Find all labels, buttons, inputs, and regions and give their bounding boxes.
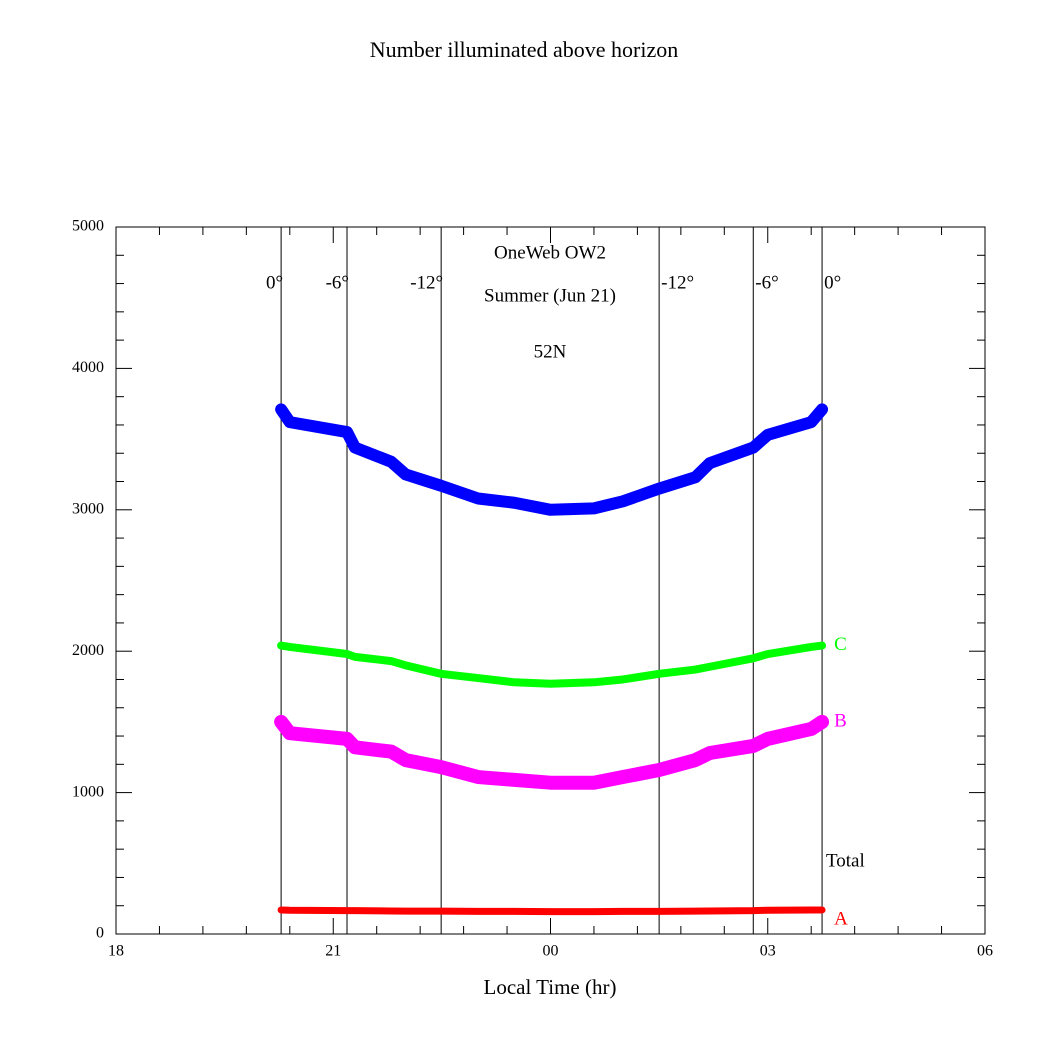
series-line [277, 641, 827, 688]
series-line [274, 714, 830, 790]
annotation-bg [482, 285, 618, 307]
y-tick-label: 0 [96, 925, 104, 942]
series-line [277, 906, 826, 916]
twilight-label: -12° [410, 272, 443, 293]
annotation: 52N [534, 341, 567, 362]
twilight-label: -6° [755, 272, 778, 293]
x-tick-label: 06 [977, 943, 993, 960]
x-tick-label: 18 [108, 943, 124, 960]
x-tick-label: 03 [760, 943, 776, 960]
x-tick-label: 21 [325, 943, 341, 960]
series-line [275, 403, 829, 516]
y-tick-label: 3000 [72, 500, 104, 517]
twilight-label: 0° [266, 272, 283, 293]
annotation: OneWeb OW2 [494, 242, 606, 263]
annotation: Total [826, 850, 865, 871]
series-label: A [834, 908, 848, 929]
annotation: Summer (Jun 21) [484, 285, 616, 306]
y-tick-label: 1000 [72, 783, 104, 800]
y-tick-label: 5000 [72, 218, 104, 235]
chart-title: Number illuminated above horizon [370, 37, 679, 62]
twilight-label: -6° [326, 272, 349, 293]
series-label: B [834, 710, 847, 731]
twilight-label: 0° [824, 272, 841, 293]
x-tick-label: 00 [543, 943, 559, 960]
twilight-label: -12° [661, 272, 694, 293]
y-tick-label: 4000 [72, 359, 104, 376]
y-tick-label: 2000 [72, 642, 104, 659]
series-label: C [834, 634, 847, 655]
x-axis-label: Local Time (hr) [484, 975, 617, 999]
